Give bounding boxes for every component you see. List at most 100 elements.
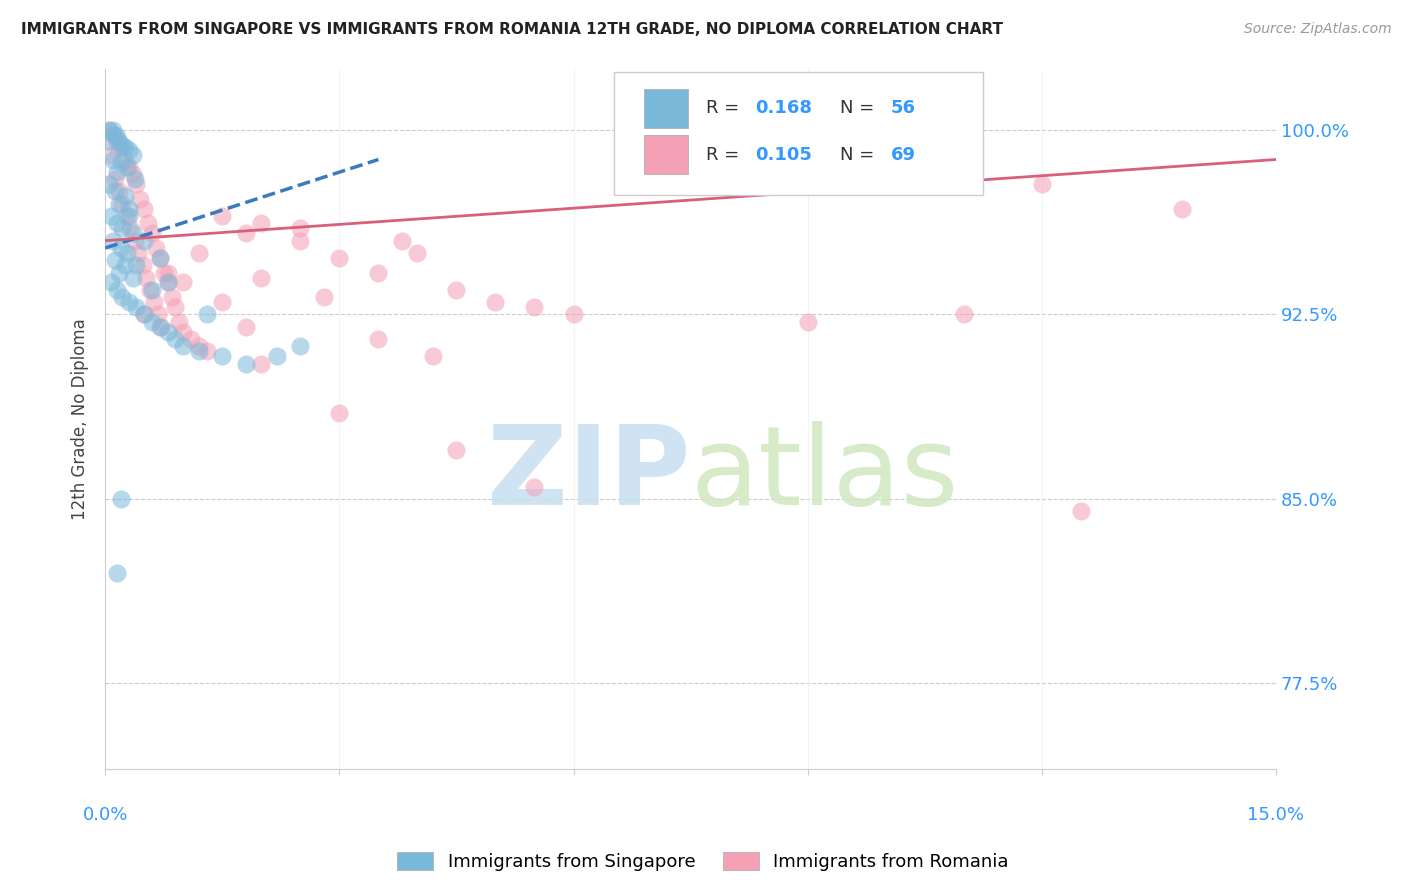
Point [103, 253, 125, 268]
Point [117, 160, 139, 174]
Point [101, 234, 124, 248]
Point [235, 227, 257, 241]
Point [115, 209, 138, 223]
Point [367, 266, 389, 280]
Point [121, 270, 143, 285]
Point [134, 307, 156, 321]
Point [446, 442, 468, 457]
Text: Source: ZipAtlas.com: Source: ZipAtlas.com [1244, 22, 1392, 37]
Point [105, 136, 128, 150]
Point [111, 196, 134, 211]
Point [149, 251, 172, 265]
Point [103, 172, 125, 186]
Text: R =: R = [706, 145, 745, 164]
Point [105, 216, 128, 230]
FancyBboxPatch shape [614, 72, 983, 194]
Point [117, 143, 139, 157]
Point [101, 128, 124, 142]
Y-axis label: 12th Grade, No Diploma: 12th Grade, No Diploma [72, 318, 89, 520]
Point [562, 307, 585, 321]
Point [101, 153, 124, 167]
Point [172, 325, 194, 339]
Point [115, 160, 138, 174]
Point [141, 227, 163, 241]
Point [152, 266, 174, 280]
Point [111, 137, 134, 152]
Point [101, 123, 124, 137]
Point [110, 241, 132, 255]
Point [235, 357, 257, 371]
Point [100, 136, 122, 150]
Point [484, 295, 506, 310]
Point [290, 234, 312, 248]
Point [125, 258, 148, 272]
Point [139, 283, 162, 297]
Point [98, 123, 121, 137]
Point [250, 357, 273, 371]
Text: N =: N = [841, 145, 880, 164]
Point [117, 202, 139, 216]
Point [141, 315, 163, 329]
Point [172, 339, 194, 353]
Text: N =: N = [841, 100, 880, 118]
Point [406, 246, 429, 260]
Point [145, 241, 167, 255]
Point [105, 283, 128, 297]
Point [108, 185, 131, 199]
Point [1070, 504, 1092, 518]
Point [127, 246, 149, 260]
Point [125, 300, 148, 314]
Point [312, 290, 335, 304]
Point [187, 344, 209, 359]
Point [124, 234, 146, 248]
Point [148, 307, 170, 321]
Point [105, 566, 128, 580]
Point [187, 246, 209, 260]
Point [150, 319, 173, 334]
Text: R =: R = [706, 100, 745, 118]
Text: 0.0%: 0.0% [83, 806, 128, 824]
Point [105, 165, 128, 179]
Point [290, 339, 312, 353]
Point [114, 153, 136, 167]
Point [105, 130, 128, 145]
Point [156, 266, 179, 280]
Point [211, 349, 233, 363]
Point [235, 319, 257, 334]
Point [328, 406, 350, 420]
Point [129, 192, 152, 206]
Point [1171, 202, 1194, 216]
Point [134, 234, 156, 248]
Point [125, 177, 148, 191]
Point [110, 155, 132, 169]
Point [165, 332, 187, 346]
Point [172, 276, 194, 290]
Point [156, 276, 179, 290]
Point [328, 251, 350, 265]
Text: 15.0%: 15.0% [1247, 806, 1305, 824]
Point [100, 209, 122, 223]
Point [115, 246, 138, 260]
Point [131, 258, 153, 272]
Point [111, 290, 134, 304]
Text: 0.168: 0.168 [755, 100, 813, 118]
Point [108, 196, 131, 211]
Point [290, 221, 312, 235]
Point [446, 283, 468, 297]
Point [134, 307, 156, 321]
Point [160, 290, 183, 304]
Point [136, 216, 159, 230]
Point [103, 128, 125, 142]
Point [367, 332, 389, 346]
Point [180, 332, 202, 346]
Text: 0.105: 0.105 [755, 145, 811, 164]
Point [114, 140, 136, 154]
Point [391, 234, 413, 248]
Point [124, 172, 146, 186]
Point [110, 140, 132, 154]
Text: ZIP: ZIP [488, 422, 690, 528]
Point [523, 300, 546, 314]
Point [211, 295, 233, 310]
Point [1031, 177, 1053, 191]
Point [195, 344, 218, 359]
